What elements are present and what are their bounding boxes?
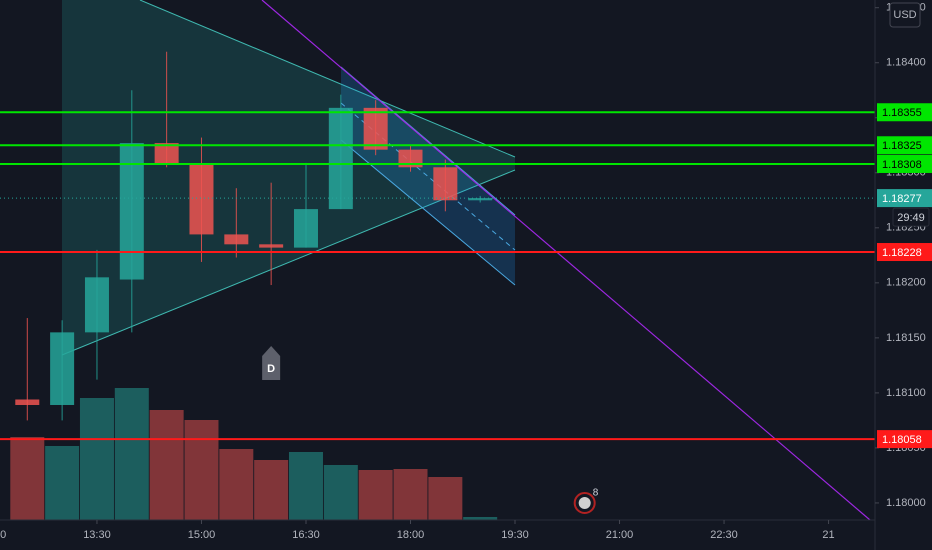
candles (15, 51, 493, 421)
volume-bar (323, 465, 358, 520)
price-axis (875, 0, 932, 550)
volume-bar (463, 517, 498, 520)
time-axis (0, 520, 932, 550)
countdown-box (892, 207, 930, 227)
volume-bar (79, 398, 114, 520)
triangle-upper (139, 0, 516, 158)
horizontal-line-label: 1.18228 (882, 247, 922, 259)
x-tick-label: 13:30 (83, 529, 111, 541)
marker-label: 8 (593, 488, 599, 499)
x-tick-label: 19:30 (501, 529, 529, 541)
horizontal-line-tag (877, 243, 932, 262)
volume-bar (149, 410, 184, 520)
volume-bar (114, 388, 149, 520)
horizontal-line-tag (877, 430, 932, 449)
x-tick-label: 12:00 (0, 529, 6, 541)
x-tick-label: 15:00 (188, 529, 216, 541)
horizontal-line-label: 1.18355 (882, 107, 922, 119)
y-tick-label: 1.18400 (886, 57, 926, 69)
candle-body (15, 399, 40, 405)
candle-body (259, 244, 284, 248)
candle-body (154, 143, 179, 164)
y-tick-label: 1.18000 (886, 497, 926, 509)
horizontal-line-tag (877, 154, 932, 173)
y-tick-label: 1.18200 (886, 277, 926, 289)
marker-label: D (267, 363, 275, 375)
y-tick-label: 1.18150 (886, 332, 926, 344)
trend-line (261, 0, 871, 521)
candle-body (398, 149, 423, 168)
candle-body (119, 143, 144, 280)
candle-body (363, 107, 388, 150)
volume-layer (10, 388, 498, 520)
candle-body (84, 277, 109, 333)
price-line-label: 1.18277 (882, 193, 922, 205)
volume-bar (428, 477, 463, 520)
volume-bar (393, 469, 428, 520)
horizontal-line-tag (877, 136, 932, 155)
x-tick-label: 21:00 (606, 529, 634, 541)
currency: USD (893, 9, 916, 21)
volume-bar (45, 446, 80, 520)
currency-box (889, 2, 921, 28)
countdown: 29:49 (897, 212, 925, 224)
candle-body (293, 209, 318, 248)
volume-bar (184, 420, 219, 520)
x-tick-label: 16:30 (292, 529, 320, 541)
candle-body (433, 167, 458, 201)
volume-bar (219, 449, 254, 520)
volume-bar (288, 452, 323, 520)
dividend-marker (262, 346, 281, 380)
volume-bar (10, 437, 45, 520)
volume-bar (358, 470, 393, 520)
price-lines: D8 (0, 111, 875, 514)
candle-body (189, 163, 214, 235)
triangle-lower (61, 169, 516, 356)
horizontal-line-label: 1.18308 (882, 159, 922, 171)
y-tick-label: 1.18100 (886, 387, 926, 399)
horizontal-line-label: 1.18325 (882, 140, 922, 152)
candle-body (50, 332, 75, 405)
price-line-tag (877, 189, 932, 208)
candle-body (328, 107, 353, 210)
x-tick-label: 22:30 (710, 529, 738, 541)
event-flag (578, 497, 591, 509)
candle-body (224, 234, 249, 245)
horizontal-line-tag (877, 103, 932, 122)
x-tick-label: 21 (822, 529, 834, 541)
triangle-fill (62, 0, 515, 355)
volume-bar (254, 460, 289, 520)
horizontal-line-label: 1.18058 (882, 434, 922, 446)
x-tick-label: 18:00 (397, 529, 425, 541)
candle-body (468, 198, 493, 201)
